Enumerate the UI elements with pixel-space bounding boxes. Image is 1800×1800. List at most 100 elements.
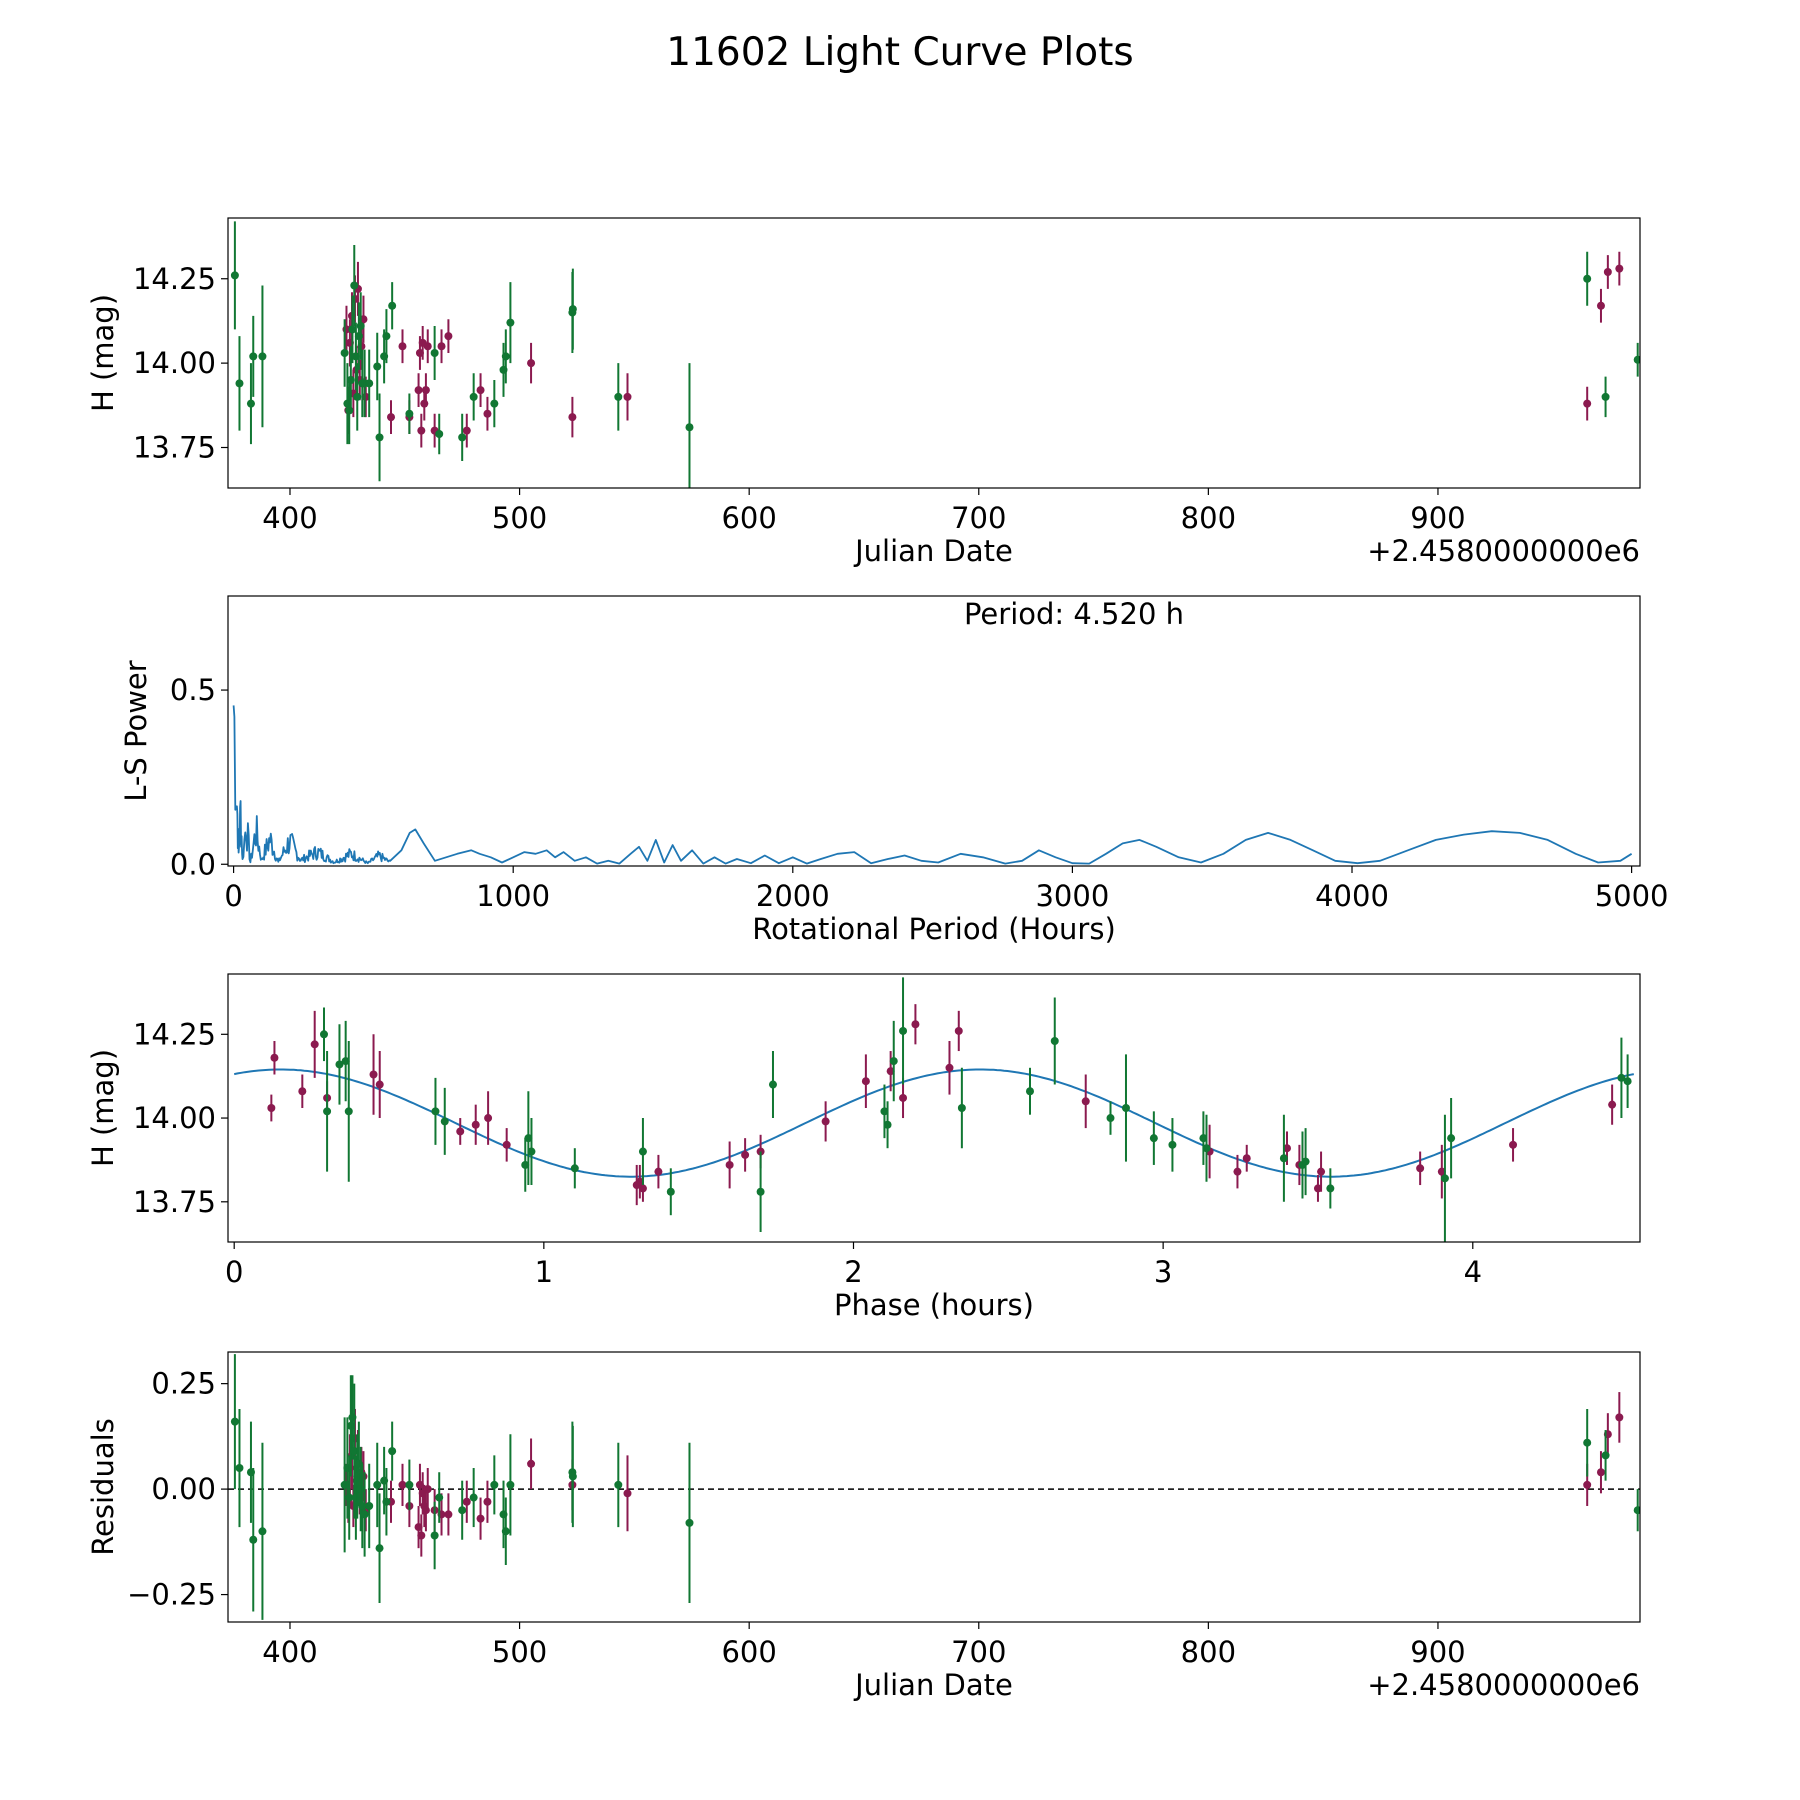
- data-point: [435, 430, 444, 438]
- data-point: [506, 1480, 515, 1489]
- data-point: [420, 399, 429, 408]
- x-tick-label: 700: [951, 501, 1006, 535]
- data-point: [1202, 1144, 1211, 1153]
- x-tick-label: 2: [844, 1255, 862, 1289]
- data-point: [889, 1057, 898, 1066]
- periodogram-panel: 0 1000 2000 3000 4000 5000 0.0 0.5 Rotational Pe…: [119, 595, 1669, 946]
- data-point: [417, 426, 426, 435]
- data-point: [1440, 1174, 1449, 1183]
- data-point: [458, 433, 467, 442]
- data-point: [405, 409, 414, 418]
- data-point: [768, 1080, 777, 1089]
- data-point: [440, 1117, 449, 1126]
- data-point: [476, 1514, 485, 1523]
- data-point: [382, 1497, 391, 1506]
- data-point: [614, 392, 623, 401]
- period-annotation: Period: 4.520 h: [964, 597, 1184, 631]
- data-point: [335, 1060, 344, 1069]
- x-tick-label: 800: [1181, 501, 1236, 535]
- data-point: [568, 1472, 577, 1481]
- axes-frame: [227, 973, 1641, 1243]
- data-point: [230, 271, 239, 280]
- data-point: [444, 1510, 453, 1519]
- data-point: [1583, 1480, 1592, 1489]
- data-point: [954, 1026, 963, 1035]
- data-point: [235, 1464, 244, 1473]
- data-point: [298, 1087, 307, 1096]
- data-point: [1583, 399, 1592, 408]
- data-point: [437, 342, 446, 351]
- axes-frame: [227, 1351, 1641, 1623]
- data-point: [957, 1104, 966, 1112]
- data-point: [1242, 1154, 1251, 1163]
- y-tick-label: 13.75: [133, 1185, 216, 1219]
- data-point: [741, 1150, 750, 1159]
- data-point: [375, 433, 384, 442]
- data-point: [258, 352, 267, 361]
- data-point: [1615, 264, 1624, 273]
- y-tick-label: 13.75: [133, 431, 216, 465]
- y-tick-label: 0.5: [170, 673, 216, 707]
- data-point: [1601, 392, 1610, 401]
- data-point: [490, 1480, 499, 1489]
- x-tick-label: 4000: [1315, 879, 1389, 913]
- data-point: [623, 392, 632, 401]
- data-point: [348, 325, 357, 334]
- data-point: [638, 1184, 647, 1193]
- plot-area: [228, 1354, 1640, 1620]
- x-tick-label: 400: [262, 1635, 317, 1669]
- data-point: [1199, 1134, 1208, 1143]
- data-point: [911, 1020, 920, 1029]
- x-tick-label: 3000: [1035, 879, 1109, 913]
- y-axis-label: H (mag): [86, 1049, 120, 1167]
- data-point: [527, 359, 536, 368]
- data-point: [421, 386, 430, 395]
- data-point: [471, 1120, 480, 1129]
- x-tick-label: 3: [1154, 1255, 1172, 1289]
- x-tick-label: 4: [1464, 1255, 1482, 1289]
- data-point: [356, 1485, 365, 1494]
- data-point: [490, 399, 499, 408]
- data-point: [469, 1493, 478, 1502]
- series-filter-red: [342, 1392, 1624, 1557]
- x-tick-label: 900: [1410, 1635, 1465, 1669]
- data-point: [1615, 1413, 1624, 1422]
- data-point: [635, 1177, 644, 1186]
- series-filter-red: [267, 1004, 1617, 1206]
- data-point: [353, 392, 362, 401]
- data-point: [1283, 1144, 1291, 1153]
- data-point: [345, 1493, 354, 1502]
- x-tick-label: 600: [721, 1635, 776, 1669]
- y-tick-label: 14.00: [133, 346, 216, 380]
- data-point: [431, 1107, 440, 1116]
- data-point: [375, 1544, 384, 1553]
- x-tick-label: 5000: [1595, 879, 1669, 913]
- data-point: [1603, 268, 1612, 276]
- data-point: [623, 1489, 632, 1498]
- data-point: [1596, 301, 1605, 310]
- data-point: [365, 379, 374, 388]
- series-filter-red: [342, 251, 1624, 448]
- data-point: [388, 1447, 397, 1456]
- y-tick-label: 0.25: [151, 1367, 216, 1401]
- data-point: [350, 281, 359, 290]
- data-point: [1121, 1104, 1130, 1112]
- data-point: [346, 376, 355, 384]
- data-point: [417, 1531, 426, 1540]
- data-point: [501, 1527, 510, 1536]
- data-point: [344, 1107, 353, 1116]
- data-point: [1106, 1114, 1115, 1123]
- data-point: [506, 318, 515, 327]
- x-tick-label: 400: [262, 501, 317, 535]
- data-point: [1633, 355, 1640, 364]
- data-point: [341, 1057, 350, 1066]
- data-point: [423, 1485, 432, 1494]
- x-offset-label: +2.4580000000e6: [1367, 1668, 1640, 1702]
- series-filter-green: [319, 977, 1632, 1242]
- axes-frame: [227, 217, 1641, 489]
- data-point: [365, 1501, 374, 1510]
- data-point: [568, 305, 577, 314]
- x-tick-label: 1000: [476, 879, 550, 913]
- data-point: [685, 1518, 694, 1527]
- data-point: [1437, 1167, 1446, 1176]
